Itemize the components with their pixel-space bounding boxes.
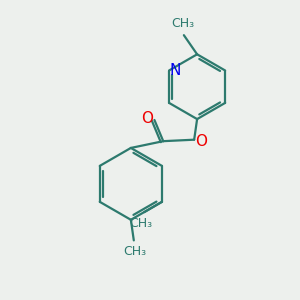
- Text: CH₃: CH₃: [129, 218, 152, 230]
- Text: O: O: [195, 134, 207, 149]
- Text: CH₃: CH₃: [171, 17, 194, 30]
- Text: O: O: [141, 111, 153, 126]
- Text: CH₃: CH₃: [124, 245, 147, 258]
- Text: N: N: [170, 63, 181, 78]
